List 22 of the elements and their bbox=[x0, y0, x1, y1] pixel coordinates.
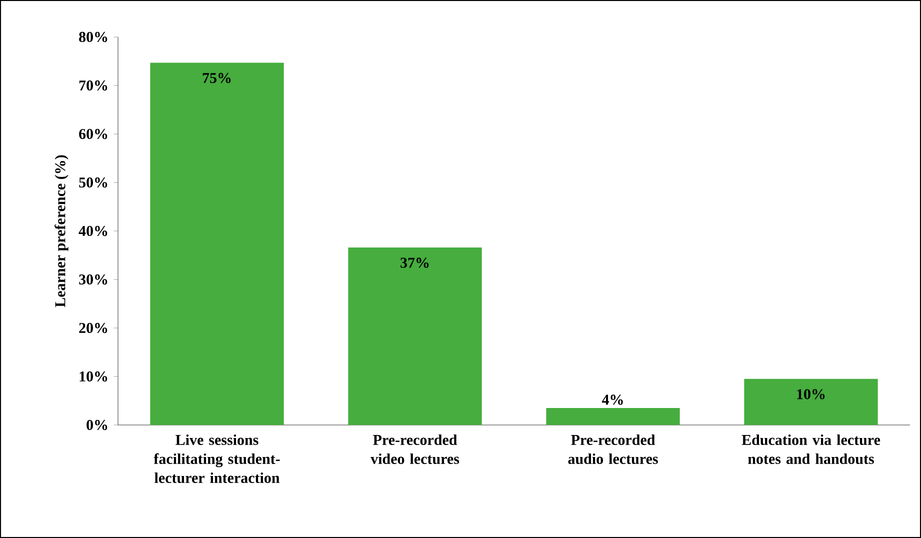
x-tick-label: Education via lecture notes and handouts bbox=[742, 434, 880, 464]
data-label: 4% bbox=[602, 394, 623, 405]
y-tick-label: 50% bbox=[79, 177, 108, 188]
y-tick-label: 20% bbox=[79, 322, 108, 334]
bar bbox=[546, 408, 680, 425]
bar bbox=[744, 378, 878, 425]
y-tick-label: 70% bbox=[79, 80, 108, 91]
y-axis-title: Learner preference (%) bbox=[54, 155, 68, 308]
data-label: 75% bbox=[202, 72, 231, 84]
bar bbox=[150, 62, 284, 425]
x-tick-label: Live sessions facilitating student-lecturer interaction bbox=[154, 434, 280, 484]
y-tick-label: 0% bbox=[86, 420, 108, 430]
y-tick-label: 30% bbox=[79, 274, 108, 285]
y-tick-label: 60% bbox=[79, 128, 108, 140]
y-tick-label: 40% bbox=[78, 226, 108, 236]
y-tick-label: 10% bbox=[80, 371, 108, 382]
data-label: 37% bbox=[400, 258, 429, 268]
x-tick-label: Pre-recorded video lectures bbox=[370, 434, 460, 464]
data-label: 10% bbox=[797, 389, 825, 400]
x-tick-label: Pre-recorded audio lectures bbox=[568, 434, 658, 464]
y-tick-label: 80% bbox=[79, 32, 108, 42]
bar bbox=[348, 247, 482, 425]
